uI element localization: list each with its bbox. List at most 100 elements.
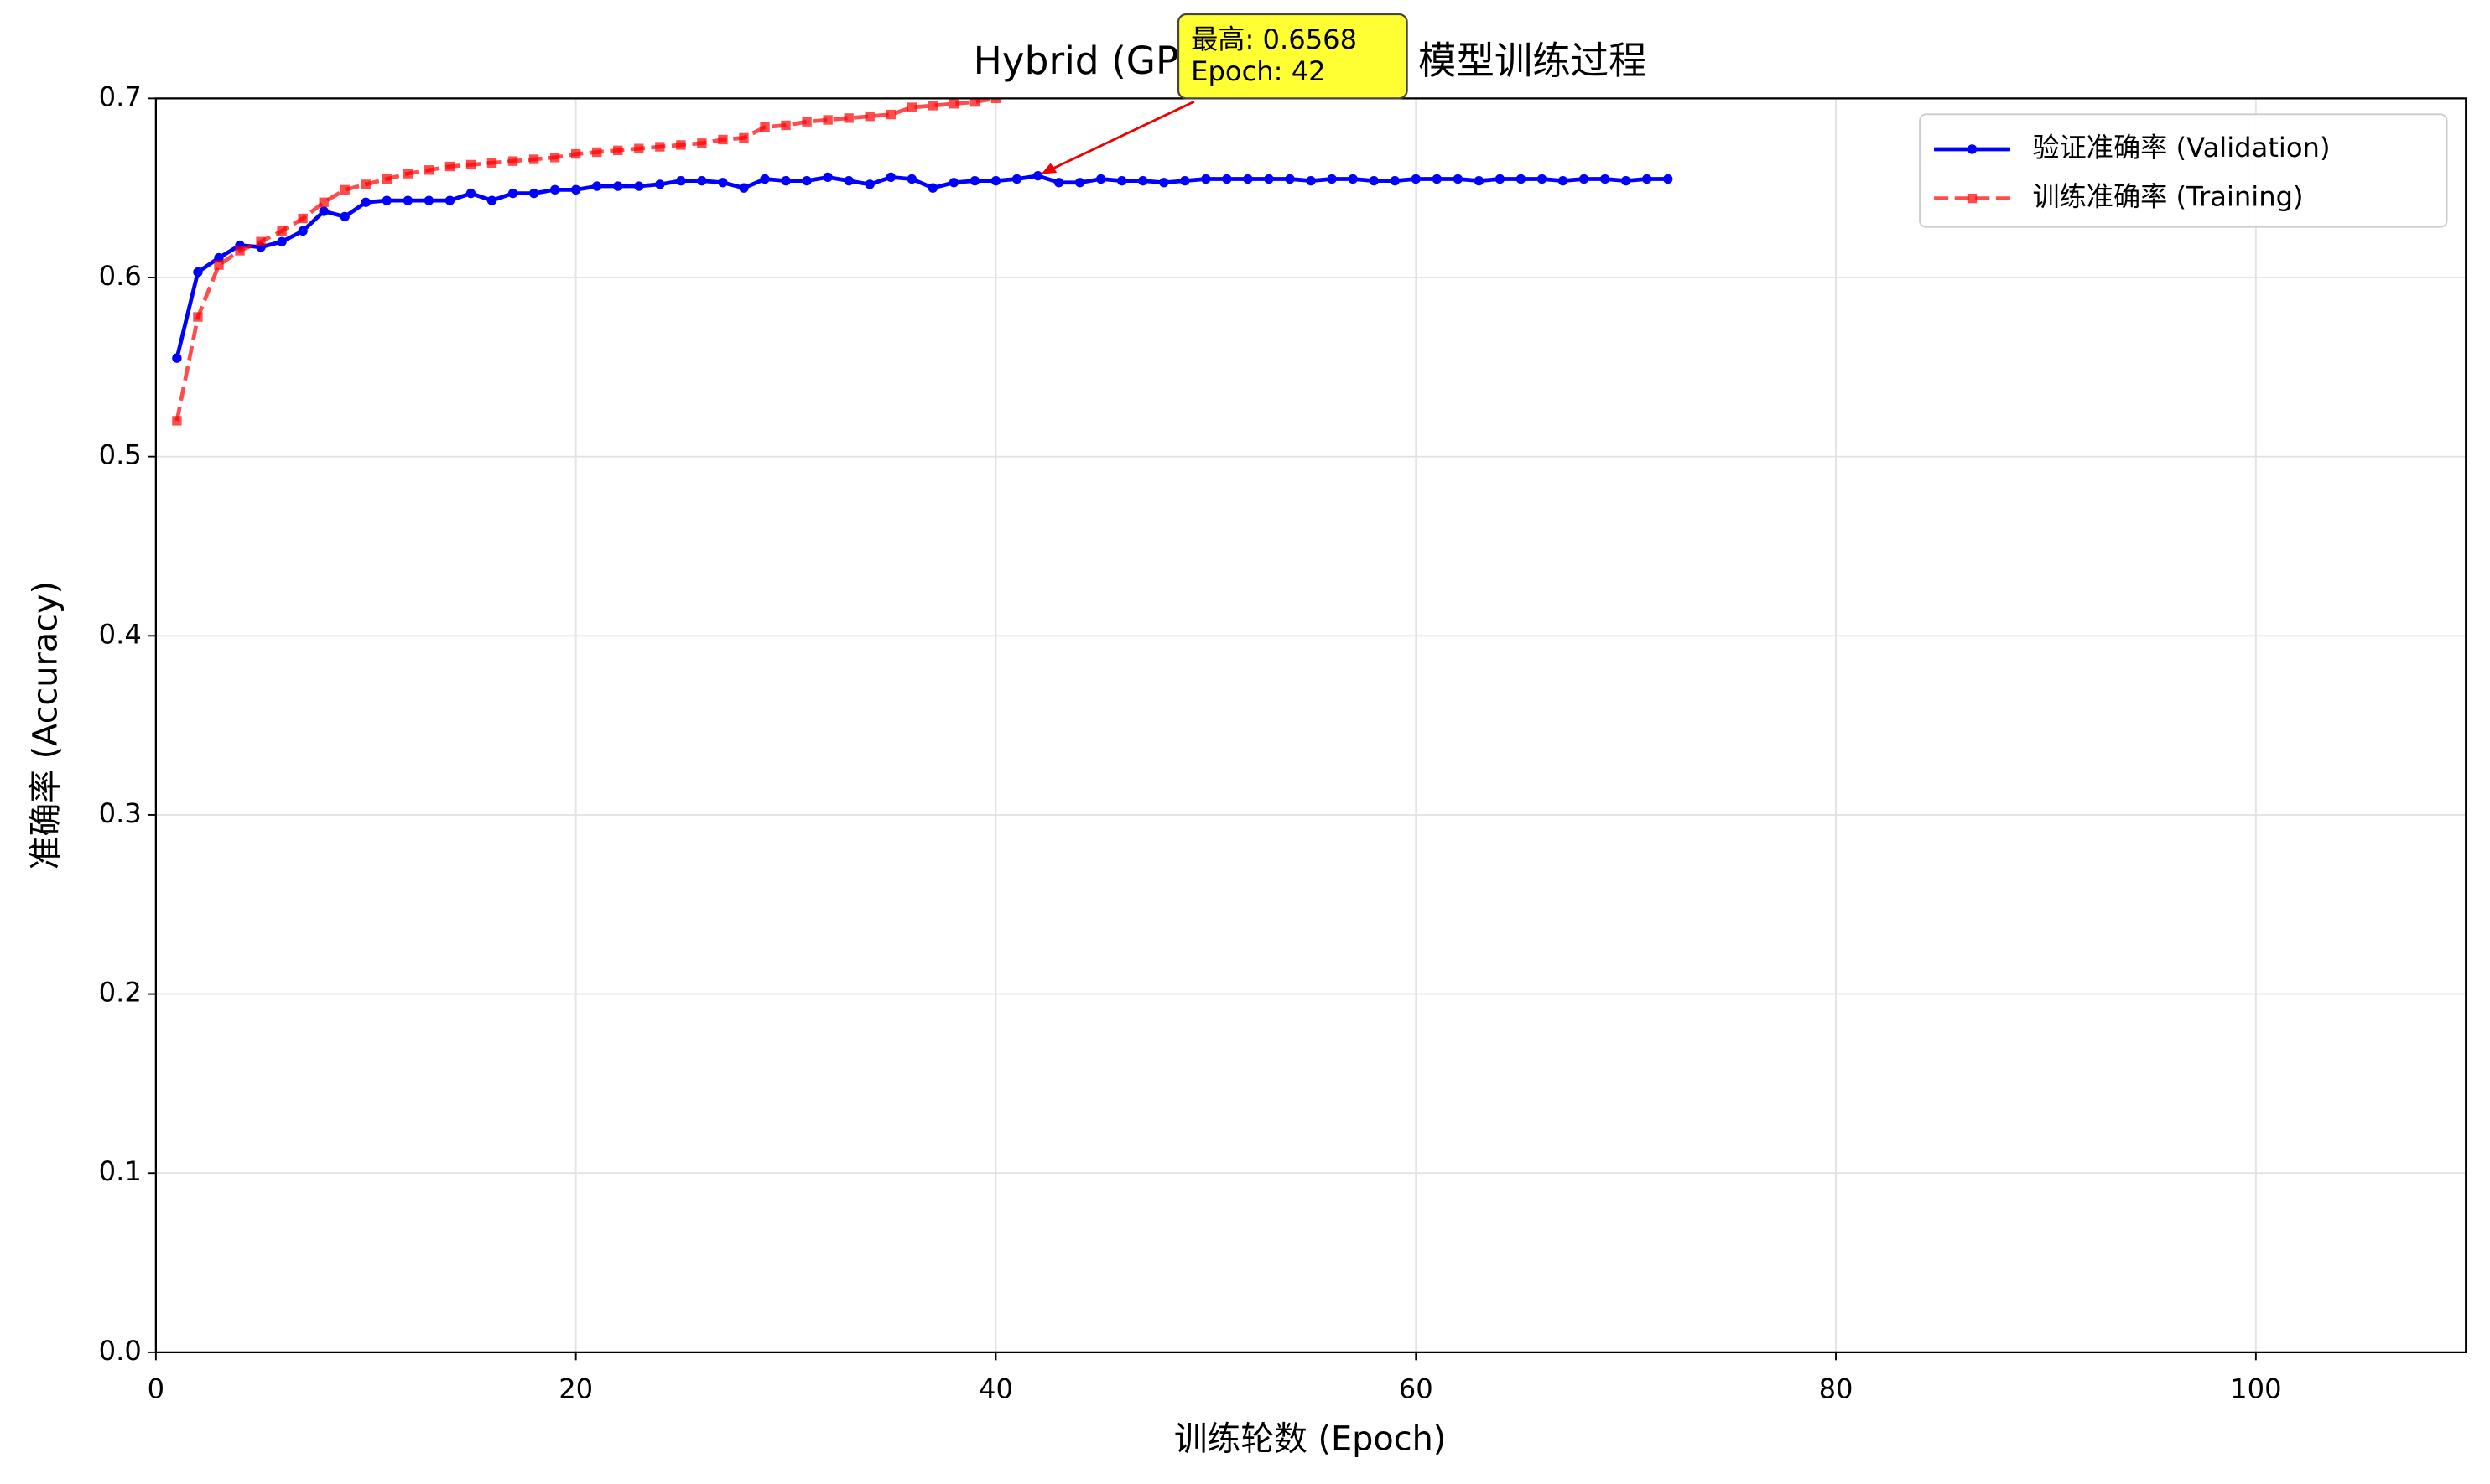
marker (549, 153, 560, 163)
marker (1599, 174, 1610, 184)
marker (1201, 174, 1211, 184)
marker (214, 260, 224, 270)
x-tick-label: 40 (979, 1372, 1013, 1404)
marker (613, 181, 623, 191)
marker (592, 147, 602, 158)
marker (969, 175, 980, 186)
marker (570, 184, 581, 195)
marker (886, 109, 896, 120)
marker (424, 195, 434, 205)
y-tick-label: 0.3 (99, 797, 142, 829)
annotation-arrow (1043, 100, 1195, 174)
marker (1453, 174, 1463, 184)
marker (802, 175, 812, 186)
marker (403, 195, 413, 205)
x-axis-label: 训练轮数 (Epoch) (1174, 1419, 1446, 1458)
marker (907, 174, 917, 184)
marker (613, 145, 623, 156)
marker (528, 154, 539, 164)
marker (802, 117, 812, 127)
marker (382, 195, 392, 205)
marker (760, 174, 770, 184)
y-tick-label: 0.1 (99, 1155, 142, 1187)
x-tick-label: 20 (559, 1372, 593, 1404)
annotation-arrowhead (1041, 163, 1058, 174)
marker (634, 181, 644, 191)
marker (655, 142, 665, 152)
marker (676, 175, 686, 186)
marker (865, 112, 875, 122)
marker (256, 236, 266, 246)
marker (1578, 174, 1589, 184)
marker (928, 183, 938, 193)
marker (424, 165, 434, 175)
marker (1011, 174, 1022, 184)
marker (444, 195, 455, 205)
marker (718, 178, 728, 188)
marker (823, 172, 833, 183)
legend-label: 训练准确率 (Training) (2032, 181, 2303, 213)
marker (634, 143, 644, 153)
marker (235, 246, 245, 256)
marker (1642, 174, 1652, 184)
y-tick-label: 0.7 (99, 80, 142, 112)
marker (1620, 175, 1631, 186)
marker (465, 188, 476, 199)
marker (1053, 178, 1064, 188)
marker (1536, 174, 1547, 184)
marker (928, 101, 938, 111)
marker (760, 122, 770, 132)
marker (403, 169, 413, 179)
marker (1327, 174, 1337, 184)
marker (528, 188, 539, 199)
marker (1306, 175, 1316, 186)
marker (507, 156, 518, 166)
marker (990, 98, 1001, 104)
legend-marker (1967, 193, 1978, 204)
y-tick-label: 0.5 (99, 439, 142, 471)
marker (298, 213, 308, 224)
marker (907, 102, 917, 112)
marker (298, 226, 308, 236)
marker (676, 140, 686, 150)
y-tick-label: 0.2 (99, 977, 142, 1009)
marker (949, 178, 959, 188)
marker (1411, 174, 1421, 184)
marker (549, 184, 560, 195)
legend-box (1919, 113, 2448, 228)
marker (1117, 175, 1127, 186)
marker (1180, 175, 1190, 186)
marker (739, 183, 749, 193)
marker (1390, 175, 1400, 186)
y-tick-label: 0.6 (99, 260, 142, 292)
marker (486, 158, 497, 168)
marker (844, 175, 854, 186)
marker (1074, 178, 1085, 188)
marker (1243, 174, 1253, 184)
y-tick-label: 0.4 (99, 618, 142, 650)
marker (1515, 174, 1526, 184)
marker (361, 197, 371, 207)
marker (193, 267, 203, 278)
marker (697, 175, 707, 186)
legend-marker (1967, 144, 1978, 154)
marker (1222, 174, 1232, 184)
marker (718, 134, 728, 145)
x-tick-label: 80 (1819, 1372, 1853, 1404)
marker (1095, 174, 1106, 184)
marker (865, 179, 875, 189)
marker (277, 226, 287, 236)
y-tick-label: 0.0 (99, 1335, 142, 1367)
marker (1348, 174, 1358, 184)
marker (277, 236, 287, 246)
marker (844, 113, 854, 123)
marker (969, 98, 980, 107)
annotation-box (1177, 13, 1408, 100)
marker (655, 179, 665, 189)
marker (570, 148, 581, 159)
marker (1557, 175, 1568, 186)
marker (1138, 175, 1148, 186)
marker (781, 120, 791, 131)
